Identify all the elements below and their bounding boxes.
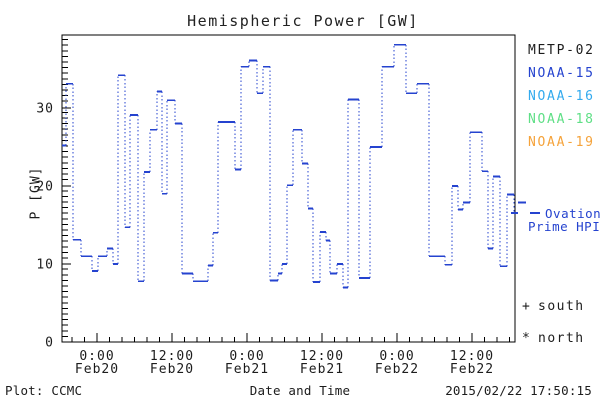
south-label: south: [538, 299, 585, 314]
ovation-marker-dash: [511, 212, 518, 214]
plus-marker-icon: +: [522, 299, 532, 314]
legend-item-noaa19: NOAA-19: [528, 135, 595, 150]
ovation-label-line2: Prime HPI: [528, 219, 600, 234]
chart-title: Hemispheric Power [GW]: [187, 12, 419, 30]
y-tick-label: 30: [36, 102, 54, 117]
x-tick-time-label: 12:00: [150, 349, 194, 364]
x-tick-date-label: Feb20: [75, 362, 119, 377]
x-axis-label: Date and Time: [249, 383, 351, 398]
x-tick-date-label: Feb22: [375, 362, 419, 377]
legend-item-noaa16: NOAA-16: [528, 89, 595, 104]
plot-credit: Plot: CCMC: [5, 383, 83, 398]
x-tick-time-label: 0:00: [379, 349, 414, 364]
y-tick-label: 0: [45, 336, 54, 351]
axis-frame: [61, 34, 516, 343]
y-tick-label: 10: [36, 258, 54, 273]
ovation-label-line1: Ovation: [545, 206, 600, 221]
y-tick-label: 20: [36, 180, 54, 195]
x-tick-date-label: Feb21: [300, 362, 344, 377]
north-legend: * north: [522, 331, 585, 346]
y-axis-label: P [GW]: [28, 166, 44, 220]
x-tick-time-label: 12:00: [450, 349, 494, 364]
legend: METP-02 NOAA-15 NOAA-16 NOAA-18 NOAA-19: [528, 44, 595, 150]
x-tick-time-label: 12:00: [300, 349, 344, 364]
ovation-prime-hpi-annotation: Ovation Prime HPI: [511, 207, 600, 233]
asterisk-marker-icon: *: [522, 331, 532, 346]
x-tick-date-label: Feb22: [450, 362, 494, 377]
legend-item-noaa15: NOAA-15: [528, 66, 595, 81]
legend-item-metp02: METP-02: [528, 43, 595, 58]
ovation-marker-dash: [530, 212, 541, 214]
x-tick-date-label: Feb21: [225, 362, 269, 377]
x-tick-date-label: Feb20: [150, 362, 194, 377]
legend-item-noaa18: NOAA-18: [528, 112, 595, 127]
timestamp: 2015/02/22 17:50:15: [445, 383, 592, 398]
x-tick-time-label: 0:00: [79, 349, 114, 364]
north-label: north: [538, 331, 585, 346]
south-legend: + south: [522, 299, 585, 314]
x-tick-time-label: 0:00: [229, 349, 264, 364]
